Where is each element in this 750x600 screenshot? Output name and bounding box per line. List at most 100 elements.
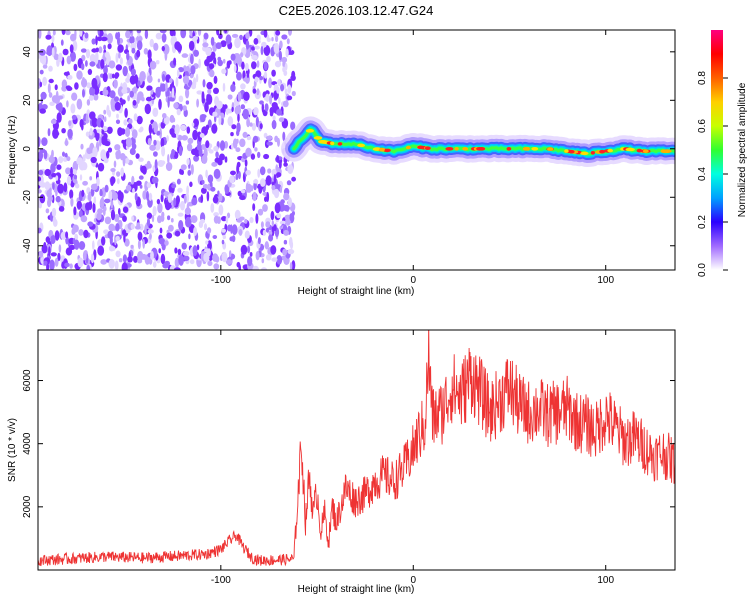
noise-speck — [158, 237, 165, 245]
noise-speck — [66, 156, 71, 162]
noise-speck — [174, 257, 180, 268]
noise-speck — [207, 227, 212, 234]
trace-peak — [665, 149, 670, 153]
noise-speck — [168, 97, 175, 102]
noise-speck — [111, 191, 118, 201]
noise-speck — [252, 203, 256, 212]
noise-speck — [153, 124, 158, 134]
noise-speck — [190, 65, 196, 75]
noise-speck — [86, 264, 91, 270]
noise-speck — [254, 228, 258, 239]
noise-speck — [58, 206, 65, 212]
noise-speck — [280, 199, 285, 205]
noise-speck — [145, 96, 152, 102]
noise-speck — [264, 196, 268, 202]
noise-speck — [111, 73, 115, 79]
noise-speck — [283, 192, 290, 201]
trace-peak — [357, 143, 365, 148]
noise-speck — [99, 197, 105, 209]
noise-speck — [126, 52, 130, 61]
spectrogram-signal-trace — [281, 116, 675, 167]
noise-speck — [174, 230, 181, 237]
noise-speck — [183, 194, 187, 204]
noise-speck — [276, 109, 282, 116]
noise-speck — [150, 90, 154, 95]
noise-speck — [231, 235, 236, 243]
noise-speck — [261, 267, 267, 270]
noise-speck — [270, 245, 277, 255]
noise-speck — [240, 83, 246, 90]
noise-speck — [52, 30, 56, 36]
noise-speck — [235, 147, 241, 153]
noise-speck — [192, 129, 199, 141]
noise-speck — [178, 67, 184, 73]
noise-speck — [223, 104, 228, 109]
noise-speck — [146, 190, 149, 201]
noise-speck — [226, 108, 233, 114]
noise-speck — [232, 138, 238, 149]
trace-peak — [531, 147, 539, 151]
noise-speck — [260, 221, 264, 229]
noise-speck — [214, 157, 222, 163]
noise-speck — [121, 262, 128, 270]
noise-speck — [169, 114, 175, 123]
snr-series-line — [38, 330, 675, 567]
noise-speck — [256, 89, 260, 96]
noise-speck — [66, 175, 72, 186]
noise-speck — [101, 129, 105, 135]
noise-speck — [123, 119, 128, 126]
noise-speck — [88, 95, 94, 101]
noise-speck — [51, 173, 58, 178]
noise-speck — [253, 107, 259, 116]
noise-speck — [129, 35, 135, 44]
noise-speck — [198, 58, 201, 69]
noise-speck — [218, 33, 223, 40]
noise-speck — [114, 73, 119, 79]
noise-speck — [205, 140, 210, 149]
noise-speck — [265, 227, 270, 233]
trace-peak — [522, 147, 530, 151]
noise-speck — [261, 102, 264, 113]
noise-speck — [243, 77, 249, 82]
noise-speck — [213, 87, 219, 95]
noise-speck — [45, 236, 51, 244]
noise-speck — [130, 244, 134, 249]
noise-speck — [65, 85, 72, 90]
noise-speck — [181, 53, 189, 58]
noise-speck — [78, 241, 86, 250]
noise-speck — [212, 111, 218, 117]
noise-speck — [120, 167, 124, 177]
noise-speck — [287, 164, 294, 175]
noise-speck — [70, 197, 74, 207]
noise-speck — [193, 49, 200, 57]
noise-speck — [235, 173, 239, 181]
noise-speck — [203, 223, 208, 231]
noise-speck — [57, 252, 61, 262]
noise-speck — [96, 177, 100, 187]
noise-speck — [287, 84, 292, 94]
noise-speck — [263, 61, 268, 71]
noise-speck — [152, 205, 157, 217]
noise-speck — [175, 195, 180, 205]
noise-speck — [74, 233, 79, 241]
noise-speck — [246, 135, 252, 141]
trace-peak — [383, 148, 391, 153]
noise-speck — [54, 257, 59, 267]
noise-speck — [114, 101, 121, 111]
noise-speck — [278, 160, 282, 169]
noise-speck — [243, 91, 250, 102]
snr-x-label: Height of straight line (km) — [298, 584, 415, 595]
noise-speck — [107, 147, 113, 153]
noise-speck — [263, 30, 268, 38]
noise-speck — [229, 175, 235, 184]
noise-speck — [192, 35, 198, 41]
colorbar-tick-label: 0.0 — [697, 263, 708, 277]
noise-speck — [58, 156, 64, 164]
noise-speck — [90, 156, 97, 164]
noise-speck — [103, 109, 107, 115]
noise-speck — [183, 84, 188, 90]
noise-speck — [177, 134, 183, 141]
noise-speck — [135, 180, 142, 186]
trace-peak — [305, 129, 314, 133]
noise-speck — [161, 33, 167, 43]
